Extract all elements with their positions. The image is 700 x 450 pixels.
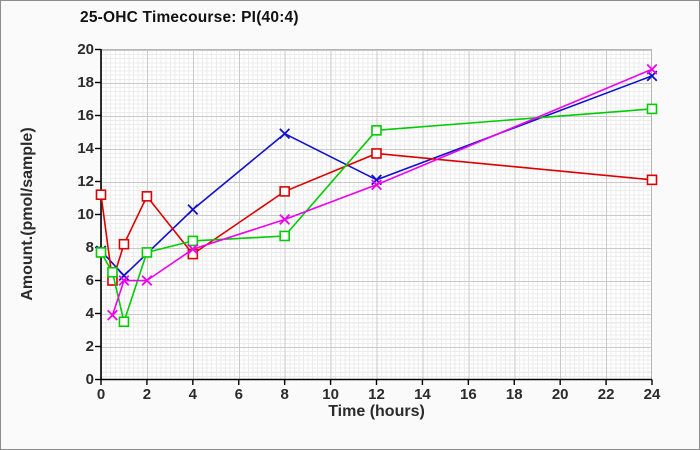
marker-square-red bbox=[141, 191, 153, 202]
x-tick-label: 12 bbox=[368, 386, 385, 403]
y-tick-label: 0 bbox=[85, 370, 94, 388]
x-tick-label: 10 bbox=[322, 386, 339, 403]
marker-square-red bbox=[371, 148, 382, 159]
x-tick-label: 24 bbox=[643, 386, 661, 403]
marker-x-magenta bbox=[187, 243, 199, 255]
plot-area bbox=[101, 49, 652, 380]
y-tick-label: 4 bbox=[85, 304, 94, 322]
x-tick-label: 16 bbox=[459, 386, 477, 403]
marker-x-blue bbox=[279, 128, 291, 140]
marker-square-green bbox=[95, 247, 107, 258]
x-tick-label: 0 bbox=[96, 386, 106, 403]
x-tick-label: 4 bbox=[188, 386, 197, 403]
marker-square-green bbox=[646, 103, 658, 115]
chart-title: 25-OHC Timecourse: PI(40:4) bbox=[80, 9, 299, 26]
y-tick-label: 18 bbox=[77, 73, 94, 91]
y-tick-label: 12 bbox=[77, 172, 94, 190]
marker-square-red bbox=[118, 238, 130, 250]
y-tick-label: 16 bbox=[77, 106, 94, 124]
series-line-green bbox=[100, 108, 653, 325]
y-tick-label: 14 bbox=[77, 139, 94, 157]
marker-square-green bbox=[141, 247, 153, 258]
marker-square-green bbox=[107, 266, 118, 278]
y-tick-label: 10 bbox=[77, 205, 94, 223]
x-axis-title: Time (hours) bbox=[328, 403, 425, 420]
marker-x-magenta bbox=[141, 275, 153, 286]
y-tick-label: 6 bbox=[85, 271, 94, 289]
marker-square-red bbox=[95, 189, 107, 200]
y-tick-label: 2 bbox=[85, 337, 94, 355]
marker-x-blue bbox=[371, 174, 382, 186]
marker-x-magenta bbox=[279, 214, 291, 225]
y-tick-label: 20 bbox=[77, 40, 94, 58]
x-tick-label: 2 bbox=[142, 386, 152, 403]
x-tick-label: 20 bbox=[551, 386, 569, 403]
x-tick-label: 8 bbox=[280, 386, 289, 403]
series-line-red bbox=[100, 152, 653, 281]
marker-square-red bbox=[279, 186, 290, 197]
marker-x-magenta bbox=[118, 275, 130, 286]
marker-square-green bbox=[187, 235, 199, 247]
x-tick-label: 6 bbox=[234, 386, 243, 403]
series-line-blue bbox=[100, 75, 653, 277]
marker-x-blue bbox=[118, 270, 130, 281]
marker-square-green bbox=[371, 125, 382, 136]
marker-x-magenta bbox=[371, 179, 382, 191]
x-tick-label: 22 bbox=[597, 386, 615, 403]
marker-square-green bbox=[118, 316, 130, 328]
x-tick-label: 14 bbox=[414, 386, 431, 403]
marker-x-magenta bbox=[107, 309, 118, 321]
marker-square-green bbox=[279, 230, 290, 242]
marker-x-magenta bbox=[646, 63, 658, 75]
x-axis-tick-labels: 0 2 4 6 8 10 12 14 16 18 20 22 24 bbox=[1, 386, 699, 406]
marker-x-blue bbox=[187, 204, 199, 215]
marker-square-red bbox=[646, 174, 658, 186]
y-tick-label: 8 bbox=[85, 238, 94, 256]
x-tick-label: 18 bbox=[505, 386, 523, 403]
y-axis-tick-labels: 0 2 4 6 8 10 12 14 16 18 20 bbox=[54, 1, 94, 449]
